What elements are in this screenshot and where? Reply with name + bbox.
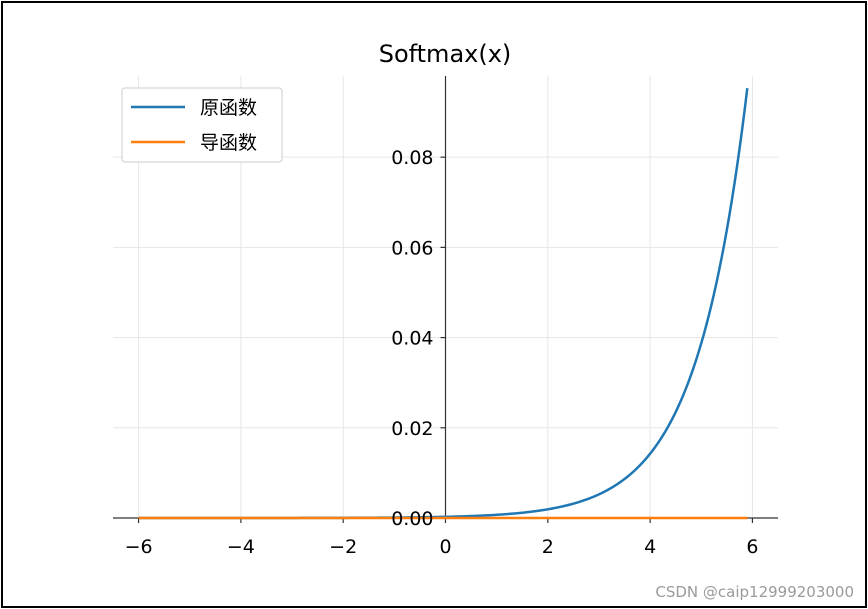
tick-labels: −6 −4 −2 0 2 4 6 0.00 0.02 0.04 0.06 0.08: [125, 147, 759, 558]
chart-title: Softmax(x): [379, 40, 512, 68]
y-tick-label-2: 0.04: [391, 328, 433, 350]
legend-label-series-0: 原函数: [200, 97, 257, 119]
x-tick-label-4: 2: [542, 536, 554, 558]
x-tick-label-6: 6: [746, 536, 758, 558]
watermark-text: CSDN @caip12999203000: [655, 583, 854, 601]
legend-label-series-1: 导函数: [200, 132, 257, 154]
x-tick-label-0: −6: [125, 536, 153, 558]
y-tick-label-1: 0.02: [391, 418, 433, 440]
x-tick-label-3: 0: [439, 536, 451, 558]
y-tick-label-0: 0.00: [391, 508, 433, 530]
y-tick-label-4: 0.08: [391, 147, 433, 169]
legend: 原函数 导函数: [121, 87, 283, 163]
x-tick-label-1: −4: [227, 536, 255, 558]
x-tick-label-2: −2: [329, 536, 357, 558]
y-tick-label-3: 0.06: [391, 237, 433, 259]
x-tick-label-5: 4: [644, 536, 656, 558]
series-lines: [138, 88, 749, 520]
